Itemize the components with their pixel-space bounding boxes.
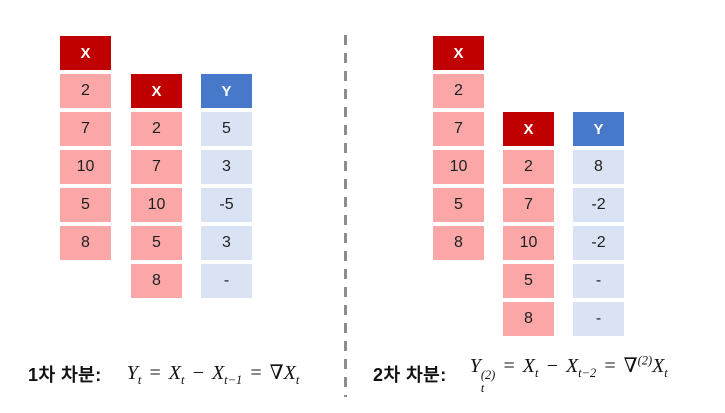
formula-subscript: t <box>295 373 300 387</box>
table-cell: 5 <box>131 226 182 260</box>
caption-label-first-diff: 1차 차분: <box>28 365 102 385</box>
table-cell: 8 <box>573 150 624 184</box>
formula-subscript: t−1 <box>224 373 243 387</box>
table-cell: 5 <box>201 112 252 146</box>
formula-term: X <box>652 355 665 378</box>
formula-first-diff: Yt = Xt − Xt−1 = ∇Xt <box>127 360 300 388</box>
formula-term: X <box>565 355 579 378</box>
formula-superscript: (2) <box>480 367 496 382</box>
formula-subscript: t <box>664 366 668 381</box>
formula-term: X <box>211 362 225 384</box>
table-right-diff-y: Y 8 -2 -2 - - <box>573 112 624 340</box>
column-header-x: X <box>60 36 111 70</box>
table-cell: 2 <box>60 74 111 108</box>
table-cell: 5 <box>503 264 554 298</box>
table-cell: 5 <box>433 188 484 222</box>
table-cell: - <box>573 264 624 298</box>
formula-term: X <box>168 362 181 384</box>
table-cell: -5 <box>201 188 252 222</box>
equals-sign: = <box>502 355 516 378</box>
table-cell: 5 <box>60 188 111 222</box>
table-cell: 8 <box>433 226 484 260</box>
minus-sign: − <box>191 362 205 384</box>
equals-sign: = <box>603 355 617 378</box>
table-cell: 7 <box>60 112 111 146</box>
equals-sign: = <box>148 362 162 384</box>
column-header-x: X <box>131 74 182 108</box>
table-left-original-x: X 2 7 10 5 8 <box>60 36 111 264</box>
table-cell: -2 <box>573 226 624 260</box>
formula-subscript: t <box>480 380 485 395</box>
table-cell: 8 <box>60 226 111 260</box>
formula-subscript: t <box>180 373 185 387</box>
formula-supsub: (2) t <box>480 367 496 395</box>
formula-term: Y <box>126 362 138 384</box>
caption-left: 1차 차분: Yt = Xt − Xt−1 = ∇Xt <box>28 356 299 392</box>
table-cell: 7 <box>433 112 484 146</box>
formula-subscript: t−2 <box>578 366 597 381</box>
table-cell: 10 <box>503 226 554 260</box>
table-cell: -2 <box>573 188 624 222</box>
formula-superscript: (2) <box>637 353 653 368</box>
table-cell: 3 <box>201 226 252 260</box>
nabla-symbol: ∇ <box>623 355 638 378</box>
table-cell: 2 <box>503 150 554 184</box>
table-cell: 8 <box>503 302 554 336</box>
table-cell: 10 <box>131 188 182 222</box>
formula-subscript: t <box>137 373 142 387</box>
formula-subscript: t <box>534 366 539 381</box>
column-header-x: X <box>503 112 554 146</box>
formula-second-diff: Y (2) t = Xt − Xt−2 = ∇(2)Xt <box>470 353 668 395</box>
table-cell: - <box>201 264 252 298</box>
caption-label-second-diff: 2차 차분: <box>373 365 447 385</box>
table-cell: 10 <box>433 150 484 184</box>
equals-sign: = <box>249 362 263 384</box>
caption-right: 2차 차분: Y (2) t = Xt − Xt−2 = ∇(2)Xt <box>373 353 668 395</box>
nabla-symbol: ∇ <box>269 362 284 384</box>
table-cell: 10 <box>60 150 111 184</box>
column-header-y: Y <box>573 112 624 146</box>
table-right-original-x: X 2 7 10 5 8 <box>433 36 484 264</box>
table-cell: 2 <box>131 112 182 146</box>
formula-term: X <box>522 355 535 378</box>
minus-sign: − <box>545 355 559 378</box>
table-cell: 7 <box>503 188 554 222</box>
column-header-x: X <box>433 36 484 70</box>
table-cell: 2 <box>433 74 484 108</box>
table-cell: 3 <box>201 150 252 184</box>
table-right-shifted-x: X 2 7 10 5 8 <box>503 112 554 340</box>
table-left-shifted-x: X 2 7 10 5 8 <box>131 74 182 302</box>
table-cell: - <box>573 302 624 336</box>
formula-term: Y <box>469 355 481 378</box>
column-header-y: Y <box>201 74 252 108</box>
dashed-divider <box>344 35 347 397</box>
table-cell: 8 <box>131 264 182 298</box>
table-cell: 7 <box>131 150 182 184</box>
formula-term: X <box>283 362 296 384</box>
table-left-diff-y: Y 5 3 -5 3 - <box>201 74 252 302</box>
